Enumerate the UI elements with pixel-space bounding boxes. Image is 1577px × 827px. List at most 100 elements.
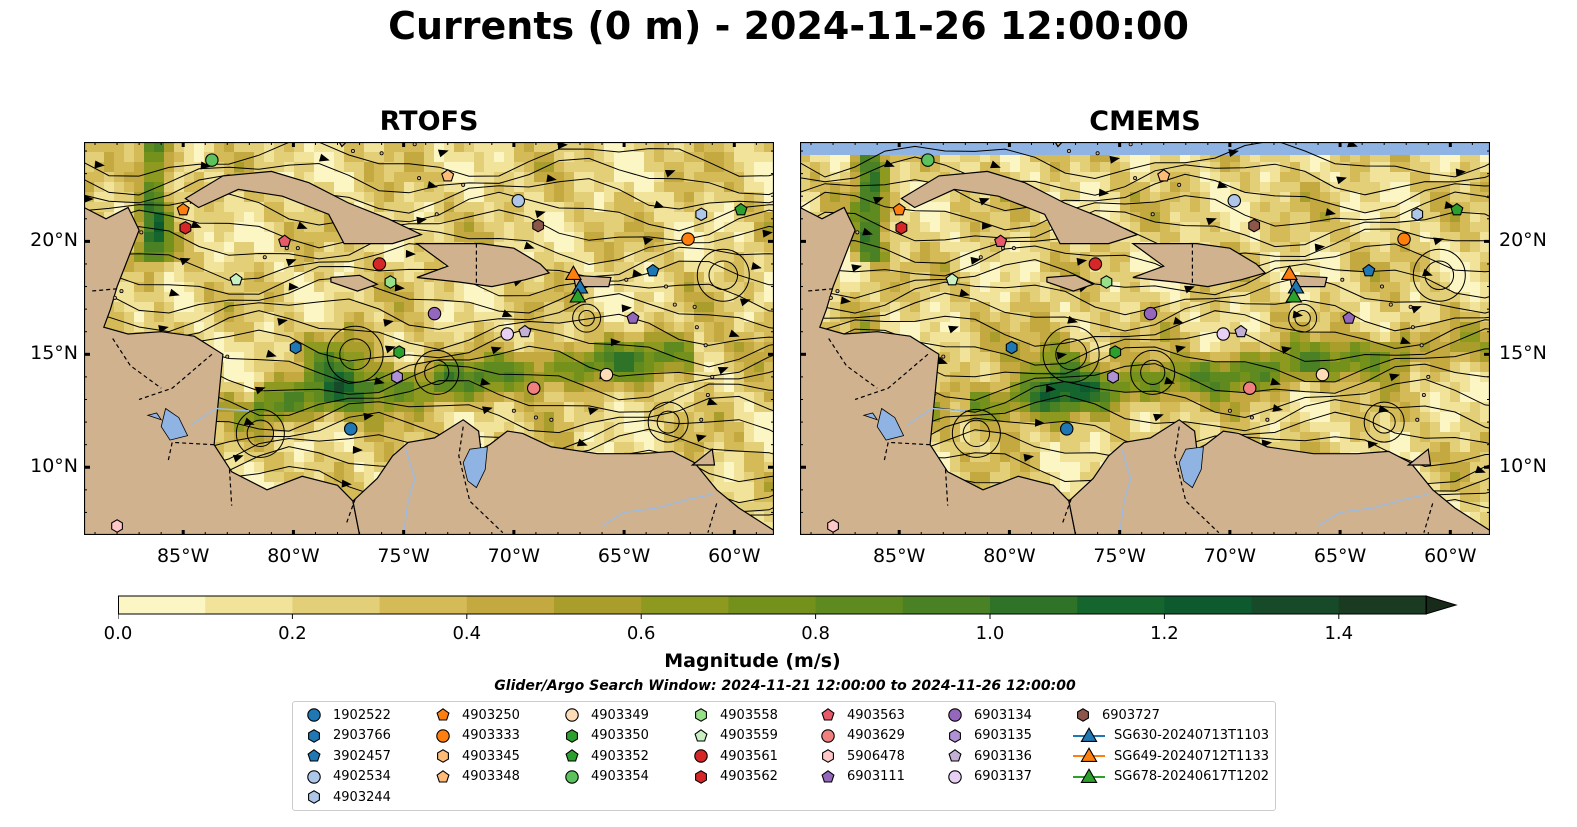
flow-arrow <box>1023 453 1035 462</box>
flow-arrow <box>1422 268 1433 277</box>
flow-arrow <box>277 317 288 326</box>
legend-marker-triangle <box>1073 726 1105 742</box>
streamline <box>800 191 1490 231</box>
legend-entry: SG678-20240617T1202 <box>1072 767 1269 787</box>
streamline <box>800 173 1490 214</box>
country-border <box>345 498 356 524</box>
small-island <box>295 246 300 251</box>
marker-4903354 <box>921 153 935 167</box>
legend-label: 4903629 <box>847 728 905 743</box>
flow-arrow <box>296 221 308 230</box>
flow-arrow <box>610 338 621 347</box>
marker-4902534 <box>1227 193 1242 208</box>
colorbar-tick-label: 0.0 <box>103 623 133 644</box>
colorbar-tick-label: 0.6 <box>626 623 656 644</box>
marker-4903561 <box>372 257 387 271</box>
legend-symbol <box>821 769 835 783</box>
streamline <box>246 419 275 448</box>
flow-arrow <box>437 149 449 158</box>
legend-entry: 4903561 <box>690 746 778 766</box>
streamline <box>326 325 384 383</box>
lon-tick-label: 75°W <box>377 545 430 567</box>
flow-arrow <box>1389 373 1400 382</box>
flow-arrow <box>285 258 297 267</box>
streamline <box>1130 349 1176 395</box>
streamline <box>84 310 774 351</box>
flow-arrow <box>232 454 244 463</box>
flow-arrow <box>979 197 990 206</box>
lat-tick-label: 15°N <box>30 342 78 365</box>
flow-arrow <box>981 221 993 230</box>
land-cuba <box>900 170 1139 245</box>
marker-4903558 <box>1100 275 1113 289</box>
country-border <box>1061 498 1072 524</box>
small-island <box>1415 417 1420 422</box>
flow-arrow <box>1067 315 1078 324</box>
figure-title: Currents (0 m) - 2024-11-26 12:00:00 <box>388 4 1189 48</box>
marker-6903727 <box>532 218 545 233</box>
marker-4903629 <box>1242 381 1257 395</box>
small-island <box>1421 392 1426 397</box>
streamline <box>339 338 372 371</box>
marker-6903727 <box>1248 218 1261 233</box>
legend-entry: 3902457 <box>303 746 391 766</box>
flow-arrow <box>884 159 895 168</box>
marker-5906478 <box>827 519 839 533</box>
flow-arrow <box>873 196 884 205</box>
flow-arrow <box>717 366 729 375</box>
streamline <box>962 419 991 448</box>
flow-arrow <box>1109 155 1121 164</box>
country-border <box>806 288 834 292</box>
legend-entry: 6903727 <box>1072 705 1160 725</box>
streamline <box>1294 309 1311 327</box>
streamline <box>800 142 1490 180</box>
flow-arrow <box>200 161 211 170</box>
flow-arrow <box>1270 377 1281 386</box>
flow-arrow <box>632 269 643 278</box>
legend-symbol <box>822 749 834 763</box>
legend-marker-hexagon <box>1077 708 1089 722</box>
marker-4903563 <box>994 234 1008 247</box>
legend-marker-hexagon <box>437 749 449 763</box>
flow-arrow <box>254 386 266 395</box>
streamline <box>1055 338 1088 371</box>
flow-arrow <box>1056 351 1068 360</box>
flow-arrow <box>1347 142 1358 148</box>
small-island <box>119 289 124 294</box>
small-island <box>1388 302 1393 307</box>
legend-marker-pentagon <box>694 728 708 742</box>
streamline <box>1042 325 1100 383</box>
flow-arrow <box>1045 384 1057 393</box>
lake <box>146 412 163 421</box>
small-island <box>624 277 629 282</box>
country-border <box>458 426 504 534</box>
streamline <box>647 401 689 443</box>
flow-arrow <box>535 210 546 219</box>
legend-entry: 4903244 <box>303 787 391 807</box>
legend-entry: 5906478 <box>817 746 905 766</box>
small-island <box>434 212 439 217</box>
flow-arrow <box>1184 285 1195 294</box>
streamline <box>951 408 1001 458</box>
search-window-label: Glider/Argo Search Window: 2024-11-21 12… <box>494 678 1076 694</box>
flow-arrow <box>1336 176 1347 185</box>
flow-arrow <box>190 220 202 229</box>
flow-arrow <box>480 377 491 386</box>
flow-arrow <box>243 417 255 426</box>
legend-marker-triangle <box>1073 747 1105 762</box>
flow-arrow <box>84 194 94 203</box>
lon-tick-label: 60°W <box>708 545 761 567</box>
legend-label: 6903136 <box>974 748 1032 764</box>
marker-4903354 <box>205 153 219 167</box>
legend-marker-circle <box>307 769 321 784</box>
lat-tick-label: 10°N <box>1499 455 1547 478</box>
flow-arrow <box>363 412 374 421</box>
legend-symbol <box>436 769 450 783</box>
small-island <box>284 246 289 251</box>
land-central-america <box>800 206 1077 535</box>
marker-4903250 <box>892 202 906 216</box>
legend-label: 5906478 <box>847 748 905 764</box>
streamline <box>84 293 774 333</box>
lake <box>160 407 189 441</box>
country-border <box>138 353 213 401</box>
